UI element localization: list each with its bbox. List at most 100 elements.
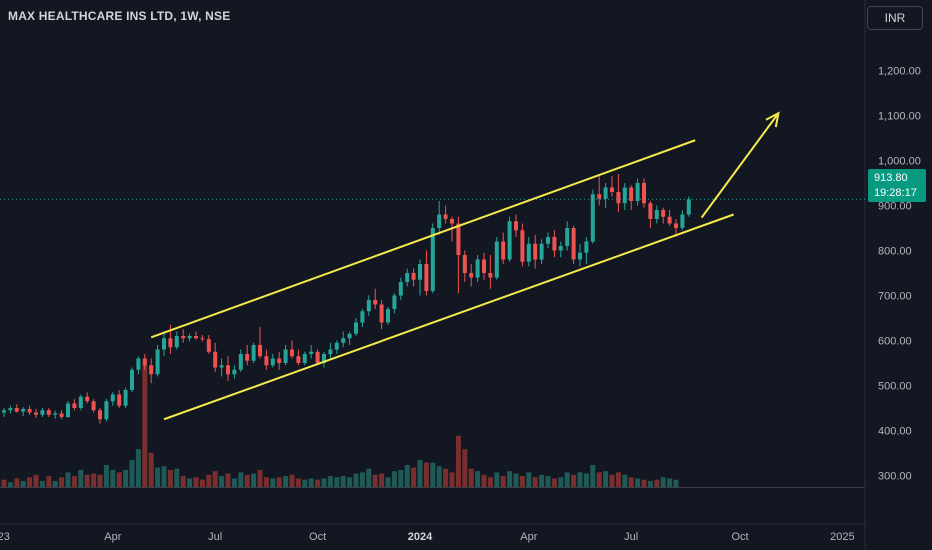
candle-body bbox=[123, 390, 128, 406]
candle-body bbox=[437, 214, 442, 228]
volume-bar bbox=[622, 474, 628, 487]
volume-bar bbox=[97, 474, 103, 487]
y-tick-label: 1,000.00 bbox=[878, 156, 921, 168]
volume-bar bbox=[641, 479, 647, 487]
candle-body bbox=[72, 403, 77, 408]
candle-body bbox=[552, 237, 557, 251]
candle-body bbox=[91, 401, 96, 411]
candle-body bbox=[482, 259, 486, 273]
candle-body bbox=[501, 241, 506, 260]
volume-bar bbox=[52, 480, 58, 487]
volume-bar bbox=[372, 474, 378, 487]
candle-body bbox=[200, 338, 205, 340]
volume-bar bbox=[155, 467, 161, 487]
candle-body bbox=[507, 221, 512, 260]
candle-body bbox=[187, 336, 192, 339]
candle-body bbox=[194, 336, 198, 339]
volume-bar bbox=[481, 474, 487, 487]
candle-body bbox=[661, 210, 666, 217]
volume-bar bbox=[225, 473, 231, 487]
volume-bar bbox=[532, 477, 538, 487]
volume-bar bbox=[199, 479, 205, 487]
y-tick-label: 900.00 bbox=[878, 201, 912, 213]
candle-body bbox=[149, 365, 154, 375]
volume-bar bbox=[647, 480, 653, 487]
volume-bar bbox=[33, 474, 39, 487]
candle-body bbox=[590, 194, 595, 242]
volume-bar bbox=[391, 471, 397, 487]
candle-body bbox=[270, 358, 275, 366]
volume-bar bbox=[423, 462, 429, 487]
volume-bar bbox=[91, 473, 97, 487]
volume-bar bbox=[571, 474, 577, 487]
candle-body bbox=[14, 408, 19, 412]
candle-body bbox=[136, 358, 141, 370]
candle-body bbox=[206, 339, 211, 352]
candle-body bbox=[27, 408, 32, 413]
volume-bar bbox=[71, 476, 77, 487]
volume-bar bbox=[667, 478, 673, 487]
volume-bar bbox=[244, 474, 250, 487]
candle-body bbox=[667, 216, 672, 224]
channel-lower-line bbox=[163, 213, 734, 421]
candle-body bbox=[238, 354, 243, 370]
volume-bar bbox=[443, 468, 449, 487]
y-tick-label: 400.00 bbox=[878, 426, 912, 438]
volume-bar bbox=[635, 478, 641, 487]
volume-bar bbox=[174, 468, 180, 487]
candle-body bbox=[341, 338, 346, 343]
volume-bar bbox=[20, 480, 26, 487]
candle-body bbox=[539, 243, 544, 260]
candle-body bbox=[642, 183, 646, 204]
candle-body bbox=[616, 192, 621, 204]
candle-body bbox=[219, 365, 224, 368]
candle-body bbox=[78, 396, 83, 408]
volume-bar bbox=[519, 476, 525, 487]
projection-arrow-shaft bbox=[700, 112, 780, 219]
volume-bar bbox=[564, 472, 570, 487]
candle-body bbox=[98, 410, 102, 420]
candle-body bbox=[610, 187, 614, 192]
candle-body bbox=[213, 351, 218, 368]
x-tick-label: Oct bbox=[731, 531, 748, 543]
volume-bar bbox=[78, 469, 84, 487]
candle-body bbox=[155, 349, 160, 375]
volume-bar bbox=[270, 478, 276, 487]
volume-bar bbox=[494, 472, 500, 487]
volume-bar bbox=[46, 476, 52, 487]
volume-bar bbox=[110, 469, 116, 487]
candle-body bbox=[405, 273, 410, 282]
x-tick-label: Jul bbox=[208, 531, 222, 543]
volume-bar bbox=[654, 479, 660, 487]
volume-bar bbox=[436, 466, 442, 487]
volume-bar bbox=[609, 474, 615, 487]
candle-body bbox=[130, 369, 134, 390]
candle-body bbox=[8, 408, 13, 411]
volume-bar bbox=[257, 469, 263, 487]
candle-body bbox=[462, 255, 467, 273]
candle-body bbox=[290, 349, 294, 357]
candle-body bbox=[315, 351, 320, 363]
y-tick-label: 800.00 bbox=[878, 246, 912, 258]
volume-bar bbox=[340, 476, 346, 487]
volume-bar bbox=[359, 472, 365, 487]
candle-body bbox=[686, 199, 691, 215]
candle-body bbox=[322, 354, 326, 363]
volume-bar bbox=[500, 476, 506, 487]
volume-bar bbox=[577, 472, 583, 487]
volume-bar bbox=[295, 478, 301, 487]
candle-body bbox=[411, 273, 416, 280]
y-tick-label: 1,100.00 bbox=[878, 111, 921, 123]
volume-bar bbox=[513, 473, 519, 487]
volume-bar bbox=[366, 468, 372, 487]
candle-body bbox=[565, 228, 570, 246]
candle-body bbox=[654, 210, 659, 219]
candle-body bbox=[251, 345, 256, 361]
currency-button[interactable]: INR bbox=[867, 6, 923, 30]
volume-bar bbox=[59, 477, 65, 487]
volume-bar bbox=[129, 460, 135, 487]
candle-body bbox=[40, 410, 45, 415]
volume-bar bbox=[1, 479, 7, 487]
candle-body bbox=[456, 223, 461, 255]
